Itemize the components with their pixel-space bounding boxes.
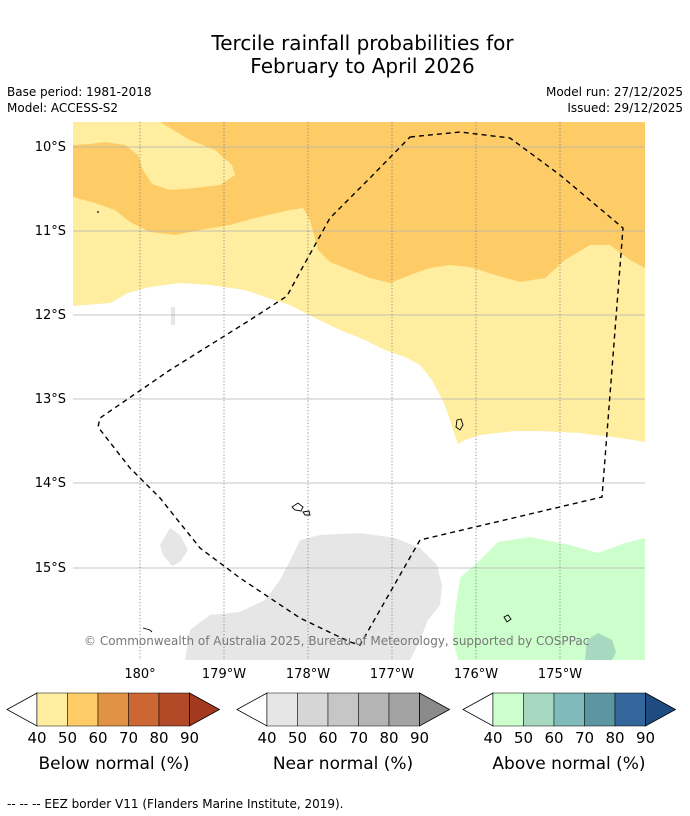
colorbar-left-arrow	[6, 692, 38, 727]
colorbar-tick-label: 50	[288, 729, 307, 747]
island-tiny	[142, 627, 153, 633]
colorbar-swatch	[523, 692, 555, 727]
lon-label: 178°W	[286, 667, 330, 682]
near-40-sliver	[171, 307, 175, 325]
lon-labels: 180° 179°W 178°W 177°W 176°W 175°W	[124, 667, 582, 682]
colorbar-tick-label: 70	[575, 729, 594, 747]
eez-border	[97, 131, 624, 646]
lat-label: 15°S	[35, 561, 66, 576]
base-period: Base period: 1981-2018	[7, 85, 152, 99]
islands	[142, 418, 512, 633]
colorbar-tick-label: 80	[605, 729, 624, 747]
lat-label: 10°S	[35, 140, 66, 155]
colorbar-swatch	[327, 692, 359, 727]
colorbar-swatch	[388, 692, 420, 727]
colorbar-swatch	[553, 692, 585, 727]
near-40-patch	[160, 528, 188, 566]
below-40-inset	[73, 122, 235, 190]
colorbar-tick-label: 80	[379, 729, 398, 747]
copyright-text: © Commonwealth of Australia 2025, Bureau…	[84, 634, 589, 648]
model-name: Model: ACCESS-S2	[7, 101, 119, 115]
colorbar-tick-label: 40	[483, 729, 502, 747]
title-line-2: February to April 2026	[250, 54, 475, 78]
colorbar-right-arrow	[645, 692, 677, 727]
lat-label: 12°S	[35, 308, 66, 323]
near-40-region	[185, 533, 442, 660]
issued-date: Issued: 29/12/2025	[567, 101, 683, 115]
colorbar-swatch	[67, 692, 99, 727]
meta-right: Model run: 27/12/2025 Issued: 29/12/2025	[546, 84, 683, 116]
colorbar-tick-label: 60	[318, 729, 337, 747]
lon-label: 180°	[124, 667, 155, 682]
footnote: -- -- -- EEZ border V11 (Flanders Marine…	[7, 797, 344, 811]
colorbar-swatch	[128, 692, 160, 727]
colorbar-swatch	[297, 692, 329, 727]
colorbar-swatch	[358, 692, 390, 727]
above-normal-label: Above normal (%)	[492, 754, 646, 774]
colorbar-tick-label: 50	[58, 729, 77, 747]
colorbar-tick-label: 80	[149, 729, 168, 747]
colorbar-swatch	[97, 692, 129, 727]
above-50-region	[585, 633, 616, 660]
colorbar-tick-label: 40	[27, 729, 46, 747]
colorbar-tick-label: 70	[349, 729, 368, 747]
colorbar-tick-label: 90	[180, 729, 199, 747]
colorbar-above: 40 50 60 70 80 90	[462, 692, 677, 747]
island-wallis	[455, 418, 464, 431]
colorbar-tick-label: 60	[88, 729, 107, 747]
colorbar-left-arrow	[236, 692, 268, 727]
colorbar-left-arrow	[462, 692, 494, 727]
lon-label: 176°W	[454, 667, 498, 682]
colorbar-tick-label: 40	[257, 729, 276, 747]
colorbar-tick-label: 60	[544, 729, 563, 747]
colorbar-swatch	[492, 692, 524, 727]
title-line-1: Tercile rainfall probabilities for	[211, 31, 514, 55]
model-run: Model run: 27/12/2025	[545, 85, 683, 99]
lat-gridlines	[73, 146, 645, 569]
colorbar-tick-label: 50	[514, 729, 533, 747]
colorbar-near: 40 50 60 70 80 90	[236, 692, 451, 747]
lon-label: 177°W	[370, 667, 414, 682]
near-normal-label: Near normal (%)	[272, 754, 414, 774]
colorbar-swatch	[36, 692, 68, 727]
colorbar-tick-label: 90	[636, 729, 655, 747]
colorbar-swatch	[158, 692, 190, 727]
lat-labels: 10°S 11°S 12°S 13°S 14°S 15°S	[35, 140, 66, 576]
colorbar-tick-label: 70	[119, 729, 138, 747]
island-alofi	[302, 510, 311, 516]
colorbar-swatch	[266, 692, 298, 727]
below-normal-label: Below normal (%)	[38, 754, 190, 774]
lon-label: 179°W	[202, 667, 246, 682]
island-dot	[97, 211, 99, 213]
lat-label: 14°S	[35, 476, 66, 491]
colorbar-right-arrow	[419, 692, 451, 727]
lat-label: 13°S	[35, 392, 66, 407]
colorbars: 40 50 60 70 80 90 40 50 60 70 80 90 40 50 60 70 80 90	[6, 692, 677, 747]
island-niuafoou	[503, 614, 512, 623]
lat-label: 11°S	[35, 224, 66, 239]
map-area: © Commonwealth of Australia 2025, Bureau…	[73, 122, 645, 660]
colorbar-swatch	[614, 692, 646, 727]
meta-left: Base period: 1981-2018 Model: ACCESS-S2	[7, 84, 152, 116]
map-title: Tercile rainfall probabilities for Febru…	[0, 32, 690, 78]
colorbar-tick-label: 90	[410, 729, 429, 747]
lon-label: 175°W	[538, 667, 582, 682]
island-futuna	[291, 502, 304, 512]
colorbar-right-arrow	[189, 692, 221, 727]
colorbar-below: 40 50 60 70 80 90	[6, 692, 221, 747]
colorbar-swatch	[584, 692, 616, 727]
